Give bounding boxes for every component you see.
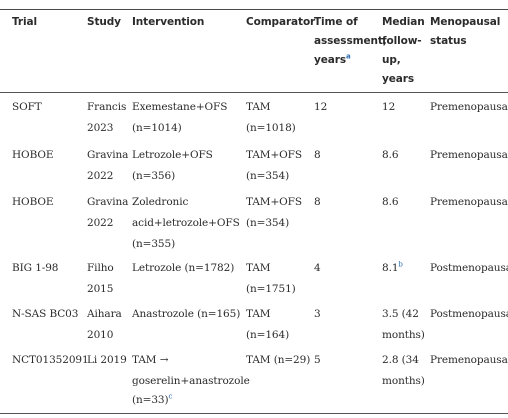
row3-study1: Gravina xyxy=(87,196,129,208)
row6-int3: (n=33)c xyxy=(132,390,172,411)
row6-comp1: TAM (n=29) xyxy=(246,354,311,366)
row2-study2: 2022 xyxy=(87,170,114,182)
row4-median-footnote: b xyxy=(398,260,403,269)
row6-median1: 2.8 (34 xyxy=(382,354,419,366)
row2-study1: Gravina xyxy=(87,149,129,161)
row1-study1: Francis xyxy=(87,101,127,113)
header-meno-line2: status xyxy=(430,35,467,47)
row4-study1: Filho xyxy=(87,262,114,274)
table-bottom-rule xyxy=(0,413,508,414)
row4-study2: 2015 xyxy=(87,283,114,295)
header-time-line3: yearsa xyxy=(314,50,351,71)
row4-median-value: 8.1 xyxy=(382,262,399,274)
row5-meno: Postmenopausal xyxy=(430,308,508,320)
row1-time: 12 xyxy=(314,101,328,113)
row3-trial: HOBOE xyxy=(12,196,54,208)
row3-int1: Zoledronic xyxy=(132,196,189,208)
header-median-line4: years xyxy=(382,73,414,85)
row2-int1: Letrozole+OFS xyxy=(132,149,213,161)
header-median-line3: up, xyxy=(382,54,401,66)
row1-study2: 2023 xyxy=(87,122,114,134)
row6-int-footnote: c xyxy=(168,392,173,401)
row3-median: 8.6 xyxy=(382,196,399,208)
header-time-footnote: a xyxy=(345,52,351,61)
row1-int1: Exemestane+OFS xyxy=(132,101,228,113)
row3-int3: (n=355) xyxy=(132,238,176,250)
header-meno-line1: Menopausal xyxy=(430,16,501,28)
header-time-years: years xyxy=(314,54,346,66)
row4-comp2: (n=1751) xyxy=(246,283,296,295)
header-median-line2: follow- xyxy=(382,35,422,47)
row1-comp1: TAM xyxy=(246,101,271,113)
row6-int2: goserelin+anastrozole xyxy=(132,375,250,387)
row6-study1: Li 2019 xyxy=(87,354,127,366)
row6-median2: months) xyxy=(382,375,425,387)
row2-median: 8.6 xyxy=(382,149,399,161)
row1-meno: Premenopausal xyxy=(430,101,508,113)
row1-trial: SOFT xyxy=(12,101,42,113)
row3-meno: Premenopausal xyxy=(430,196,508,208)
header-time-line1: Time of xyxy=(314,16,358,28)
row5-comp2: (n=164) xyxy=(246,329,290,341)
row6-int3-value: (n=33) xyxy=(132,394,169,406)
row5-trial: N-SAS BC03 xyxy=(12,308,79,320)
row4-time: 4 xyxy=(314,262,321,274)
row3-study2: 2022 xyxy=(87,217,114,229)
header-median-line1: Median xyxy=(382,16,425,28)
row1-median: 12 xyxy=(382,101,396,113)
table-top-rule xyxy=(0,9,508,10)
row4-comp1: TAM xyxy=(246,262,271,274)
row5-int1: Anastrozole (n=165) xyxy=(132,308,241,320)
row3-int2: acid+letrozole+OFS xyxy=(132,217,240,229)
header-intervention: Intervention xyxy=(132,16,205,28)
row2-meno: Premenopausal xyxy=(430,149,508,161)
header-rule xyxy=(0,92,508,93)
row6-meno: Premenopausal xyxy=(430,354,508,366)
row5-median1: 3.5 (42 xyxy=(382,308,419,320)
row5-study1: Aihara xyxy=(87,308,122,320)
header-time-line2: assessment, xyxy=(314,35,387,47)
row1-comp2: (n=1018) xyxy=(246,122,296,134)
row5-median2: months) xyxy=(382,329,425,341)
row4-median: 8.1b xyxy=(382,258,403,279)
row6-int1: TAM → xyxy=(132,354,169,366)
row1-int2: (n=1014) xyxy=(132,122,182,134)
row2-comp1: TAM+OFS xyxy=(246,149,302,161)
header-trial: Trial xyxy=(12,16,37,28)
row6-trial: NCT01352091 xyxy=(12,354,89,366)
row3-time: 8 xyxy=(314,196,321,208)
row2-comp2: (n=354) xyxy=(246,170,290,182)
row5-study2: 2010 xyxy=(87,329,114,341)
row2-time: 8 xyxy=(314,149,321,161)
row4-trial: BIG 1-98 xyxy=(12,262,59,274)
row5-time: 3 xyxy=(314,308,321,320)
row6-time: 5 xyxy=(314,354,321,366)
row4-int1: Letrozole (n=1782) xyxy=(132,262,235,274)
row5-comp1: TAM xyxy=(246,308,271,320)
row3-comp1: TAM+OFS xyxy=(246,196,302,208)
header-study: Study xyxy=(87,16,121,28)
row2-trial: HOBOE xyxy=(12,149,54,161)
row4-meno: Postmenopausal xyxy=(430,262,508,274)
row2-int2: (n=356) xyxy=(132,170,176,182)
header-comparator: Comparator xyxy=(246,16,316,28)
row3-comp2: (n=354) xyxy=(246,217,290,229)
